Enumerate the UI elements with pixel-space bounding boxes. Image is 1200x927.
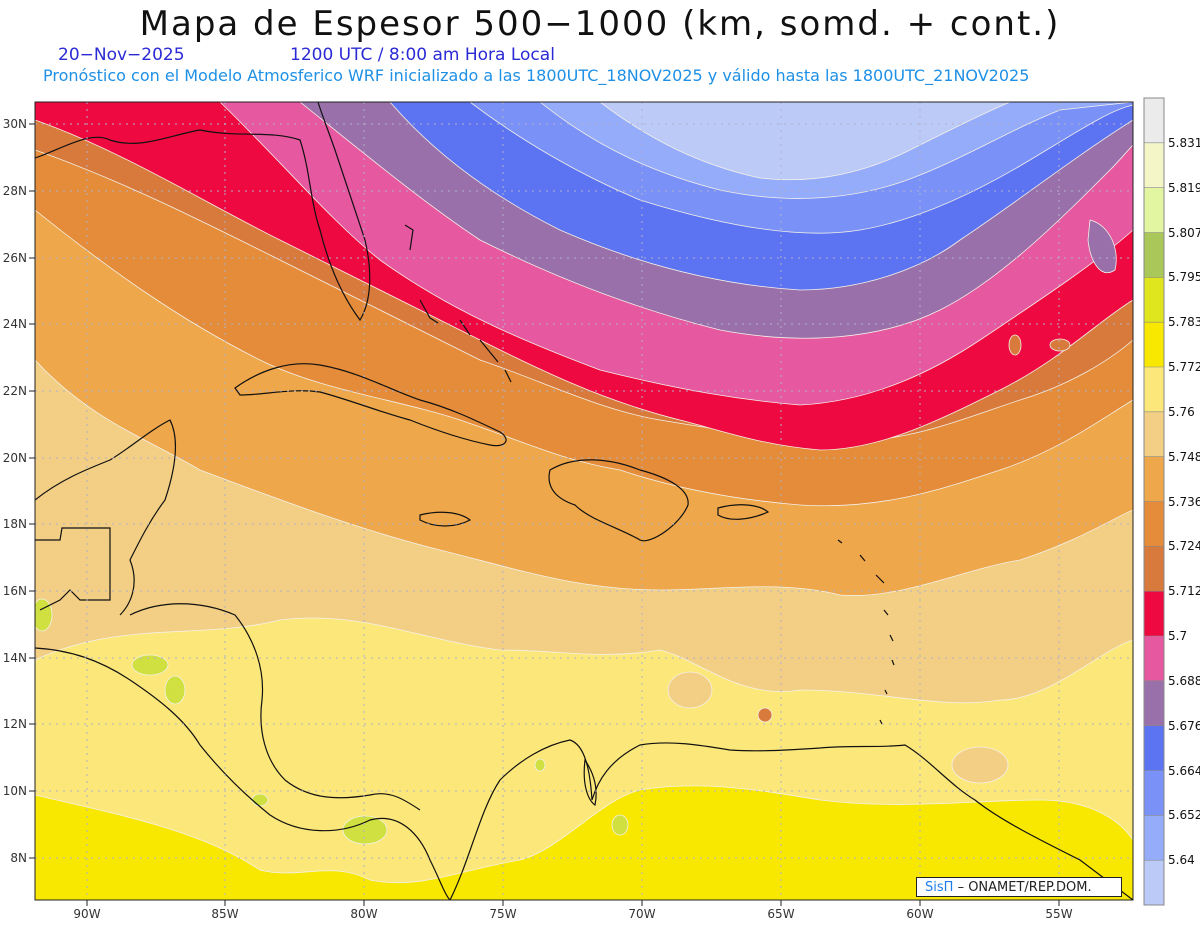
colorbar-label: 5.748 <box>1168 449 1200 464</box>
colorbar-swatch <box>1144 98 1164 143</box>
tan-patch-0 <box>951 746 1009 784</box>
green-patch-3 <box>342 815 388 845</box>
tan-patch-1 <box>667 671 713 709</box>
lon-label: 55W <box>1045 907 1072 921</box>
lon-label: 85W <box>211 907 238 921</box>
colorbar-swatch <box>1144 770 1164 816</box>
colorbar-swatch <box>1144 322 1164 367</box>
page-title: Mapa de Espesor 500−1000 (km, somd. + co… <box>139 4 1061 44</box>
colorbar-label: 5.736 <box>1168 494 1200 509</box>
lat-label: 12N <box>3 717 27 731</box>
colorbar-swatch <box>1144 725 1164 771</box>
lon-label: 90W <box>73 907 100 921</box>
colorbar-label: 5.712 <box>1168 584 1200 599</box>
coast-hispaniola <box>548 459 689 542</box>
colorbar-label: 5.76 <box>1168 404 1195 419</box>
coast-florida <box>35 102 371 322</box>
colorbar-label: 5.688 <box>1168 673 1200 688</box>
lat-label: 22N <box>3 384 27 398</box>
colorbar-label: 5.795 <box>1168 270 1200 285</box>
coast-south-america <box>449 739 1133 900</box>
lat-label: 28N <box>3 184 27 198</box>
lat-label: 26N <box>3 251 27 265</box>
colorbar-swatch <box>1144 277 1164 323</box>
coast-lesser-antilles <box>837 539 895 725</box>
lat-label: 10N <box>3 784 27 798</box>
coastlines <box>35 102 1133 900</box>
green-patch-1 <box>131 654 169 676</box>
model-subtitle: Pronóstico con el Modelo Atmosferico WRF… <box>43 66 1030 85</box>
axis-tick-labels: 30N 28N 26N 24N 22N 20N 18N 16N 14N 12N 10N 8N 90W 85… <box>3 117 1073 921</box>
lon-label: 60W <box>906 907 933 921</box>
forecast-date: 20−Nov−2025 <box>58 45 185 65</box>
contour-bands <box>35 102 1133 900</box>
colorbar-swatch <box>1144 501 1164 547</box>
green-patch-2 <box>164 675 186 705</box>
colorbar-label: 5.676 <box>1168 718 1200 733</box>
orange-patch-0 <box>757 707 773 723</box>
orange-patch-1 <box>1049 338 1071 352</box>
green-patch-4 <box>611 814 629 836</box>
colorbar-swatch <box>1144 636 1164 681</box>
credit-box: SisΠ – ONAMET/REP.DOM. <box>916 877 1122 897</box>
lat-label: 30N <box>3 117 27 131</box>
colorbar-label: 5.64 <box>1168 853 1195 868</box>
colorbar-swatch <box>1144 546 1164 592</box>
coast-lake-maracaibo <box>583 758 597 807</box>
colorbar-swatch <box>1144 187 1164 233</box>
colorbar-label: 5.724 <box>1168 539 1200 554</box>
credit-brand: SisΠ <box>925 880 954 895</box>
colorbar-swatch <box>1144 142 1164 188</box>
lon-label: 75W <box>489 907 516 921</box>
green-patch-0 <box>35 598 53 632</box>
purple-patch <box>1087 219 1117 273</box>
coast-puerto-rico <box>717 504 770 520</box>
orange-patch-2 <box>1008 334 1022 356</box>
colorbar-swatch <box>1144 232 1164 278</box>
colorbar-swatch <box>1144 591 1164 636</box>
band-12 <box>35 102 1133 181</box>
colorbar-label: 5.664 <box>1168 763 1200 778</box>
lat-label: 24N <box>3 317 27 331</box>
colorbar-swatch <box>1144 860 1164 905</box>
colorbar <box>1143 97 1165 906</box>
colorbar-swatch <box>1144 680 1164 726</box>
colorbar-label: 5.819 <box>1168 180 1200 195</box>
colorbar-label: 5.7 <box>1168 629 1188 643</box>
colorbar-label: 5.807 <box>1168 225 1200 240</box>
border-guatemala <box>35 527 111 611</box>
lat-label: 16N <box>3 584 27 598</box>
lat-label: 8N <box>10 851 27 865</box>
lon-label: 65W <box>767 907 794 921</box>
colorbar-swatch <box>1144 367 1164 412</box>
lon-label: 70W <box>628 907 655 921</box>
forecast-time: 1200 UTC / 8:00 am Hora Local <box>290 45 555 65</box>
coast-bahamas <box>404 224 512 383</box>
lat-label: 20N <box>3 451 27 465</box>
green-patch-6 <box>251 793 269 807</box>
colorbar-label: 5.652 <box>1168 808 1200 823</box>
lon-label: 80W <box>350 907 377 921</box>
contour-patches <box>35 219 1117 845</box>
colorbar-label: 5.831 <box>1168 135 1200 150</box>
map-frame <box>34 101 1134 901</box>
colorbar-label: 5.772 <box>1168 360 1200 374</box>
colorbar-swatch <box>1144 411 1164 457</box>
green-patch-5 <box>534 758 546 772</box>
colorbar-swatch <box>1144 456 1164 502</box>
coast-central-america <box>35 603 451 900</box>
colorbar-label: 5.783 <box>1168 315 1200 330</box>
lat-label: 14N <box>3 651 27 665</box>
credit-org: – ONAMET/REP.DOM. <box>957 880 1092 895</box>
coast-cuba <box>234 363 507 447</box>
coast-yucatan <box>35 419 177 616</box>
colorbar-swatch <box>1144 815 1164 861</box>
lat-lon-grid <box>29 102 1133 906</box>
lat-label: 18N <box>3 517 27 531</box>
